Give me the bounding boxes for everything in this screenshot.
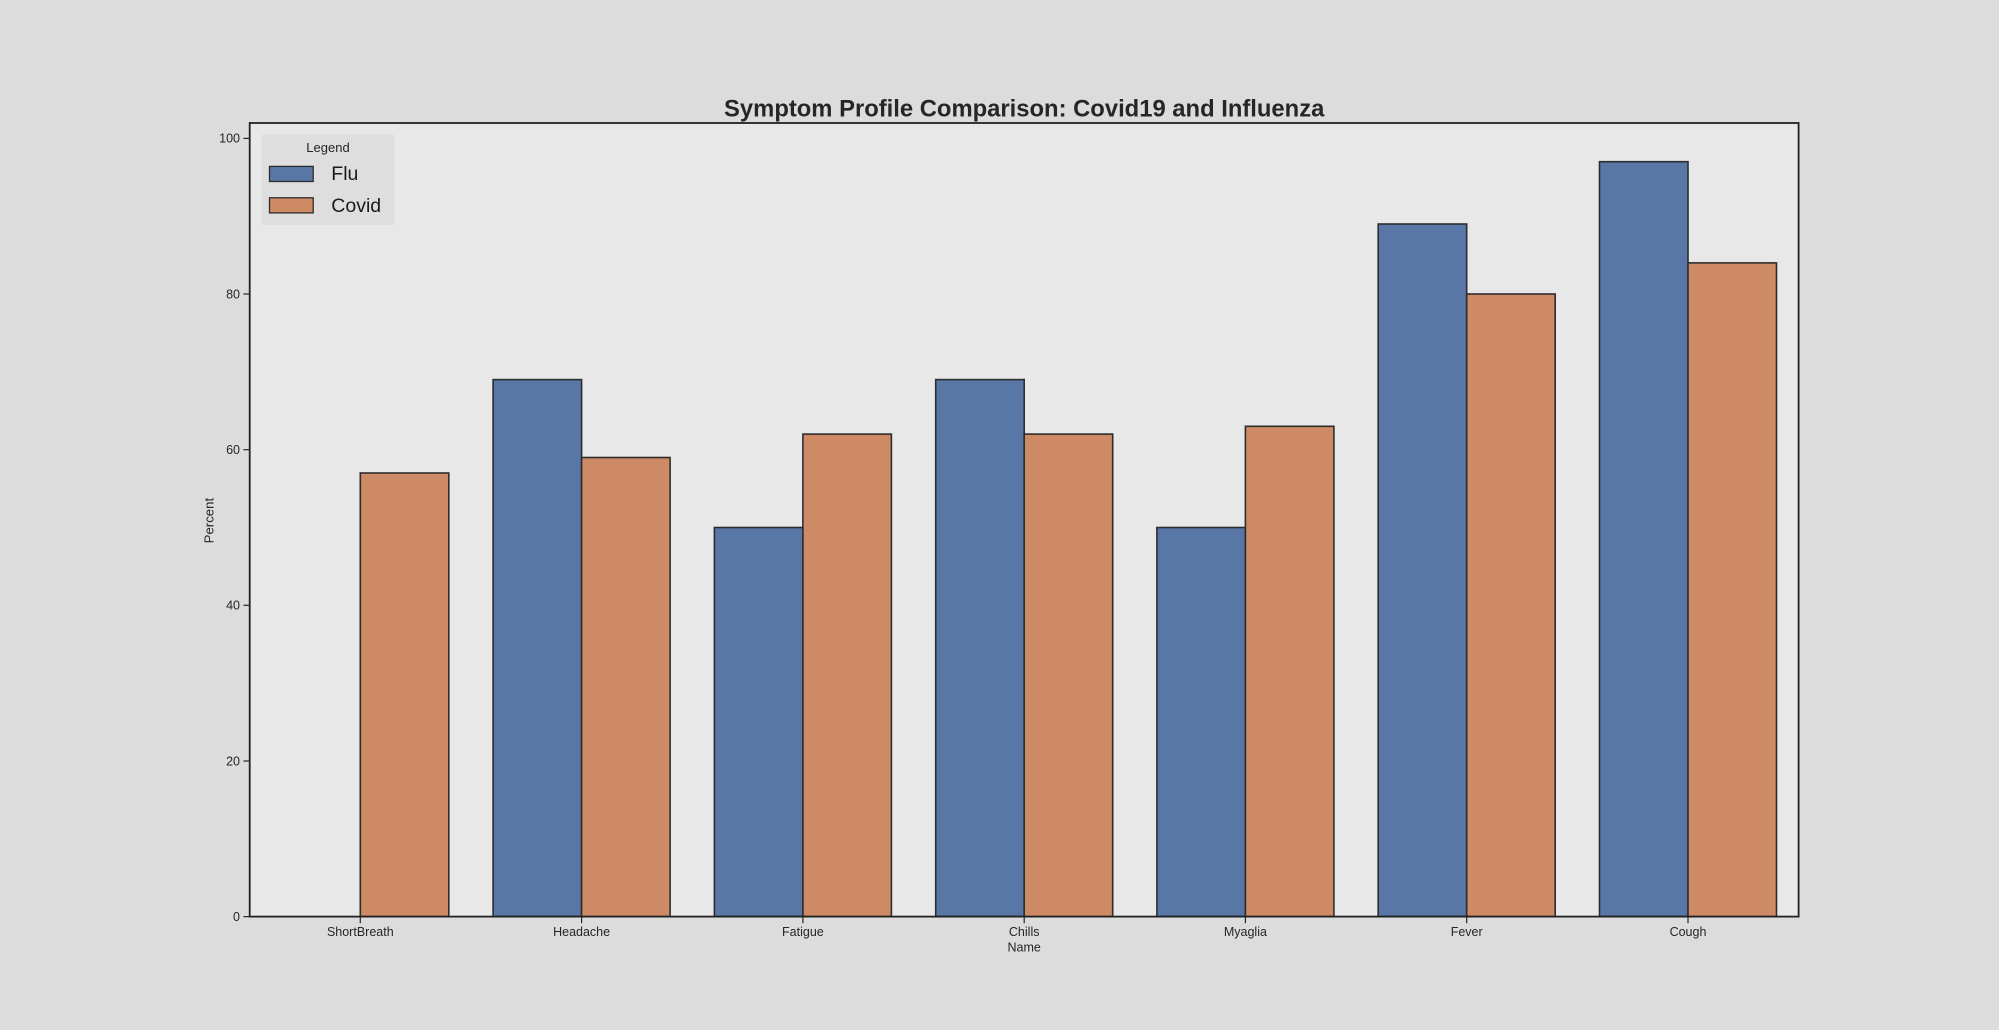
svg-text:Name: Name xyxy=(1008,941,1041,955)
svg-text:Covid: Covid xyxy=(331,195,381,217)
svg-text:Cough: Cough xyxy=(1670,925,1707,939)
svg-text:40: 40 xyxy=(226,599,240,613)
svg-text:Flu: Flu xyxy=(331,163,358,185)
svg-text:Legend: Legend xyxy=(306,140,349,155)
svg-text:Fatigue: Fatigue xyxy=(782,925,824,939)
svg-text:Fever: Fever xyxy=(1451,925,1483,939)
svg-text:Myaglia: Myaglia xyxy=(1224,925,1267,939)
svg-text:20: 20 xyxy=(226,754,240,768)
svg-text:ShortBreath: ShortBreath xyxy=(327,925,394,939)
svg-text:60: 60 xyxy=(226,443,240,457)
svg-text:80: 80 xyxy=(226,287,240,301)
svg-text:0: 0 xyxy=(233,910,240,924)
svg-text:Headache: Headache xyxy=(553,925,610,939)
svg-text:100: 100 xyxy=(219,132,240,146)
svg-text:Chills: Chills xyxy=(1009,925,1040,939)
svg-text:Symptom Profile Comparison: Co: Symptom Profile Comparison: Covid19 and … xyxy=(724,96,1325,123)
svg-text:Percent: Percent xyxy=(202,498,217,544)
